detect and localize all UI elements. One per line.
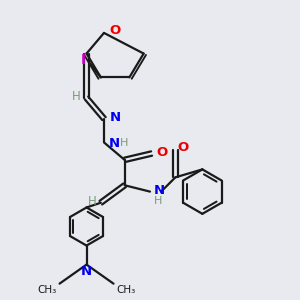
Text: H: H [72,90,81,103]
Text: H: H [120,138,128,148]
Text: CH₃: CH₃ [38,285,57,295]
Text: O: O [157,146,168,159]
Text: O: O [177,141,188,154]
Text: N: N [110,112,121,124]
Text: H: H [154,196,162,206]
Text: H: H [88,195,96,208]
Text: CH₃: CH₃ [116,285,135,295]
Text: O: O [110,24,121,37]
Text: N: N [81,265,92,278]
Text: I: I [81,53,86,67]
Text: N: N [154,184,165,197]
Text: N: N [109,136,120,150]
